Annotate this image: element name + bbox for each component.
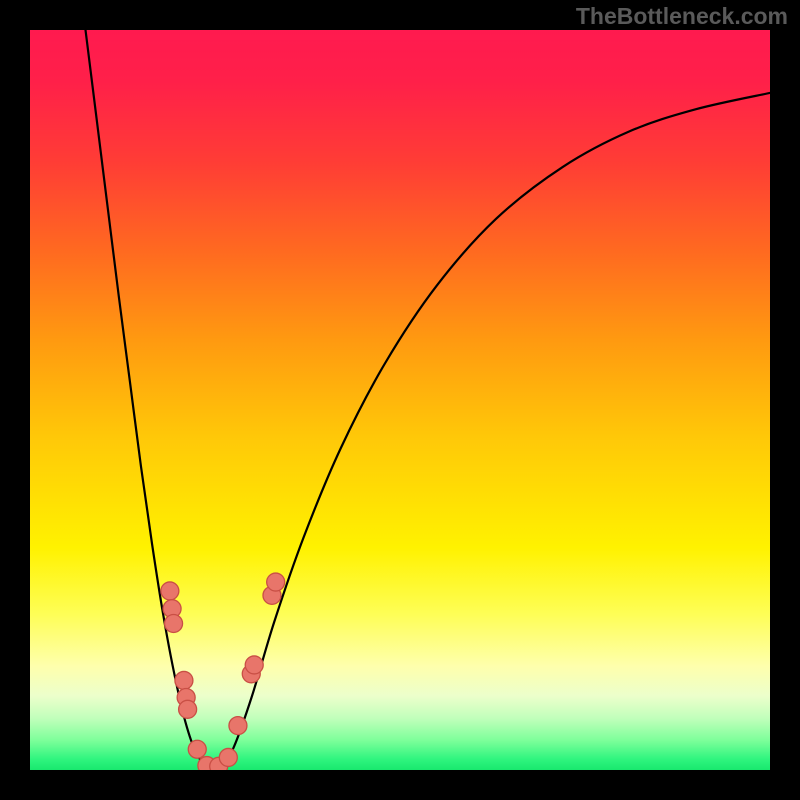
chart-stage: TheBottleneck.com <box>0 0 800 800</box>
watermark-text: TheBottleneck.com <box>576 3 788 30</box>
plot-background <box>30 30 770 770</box>
